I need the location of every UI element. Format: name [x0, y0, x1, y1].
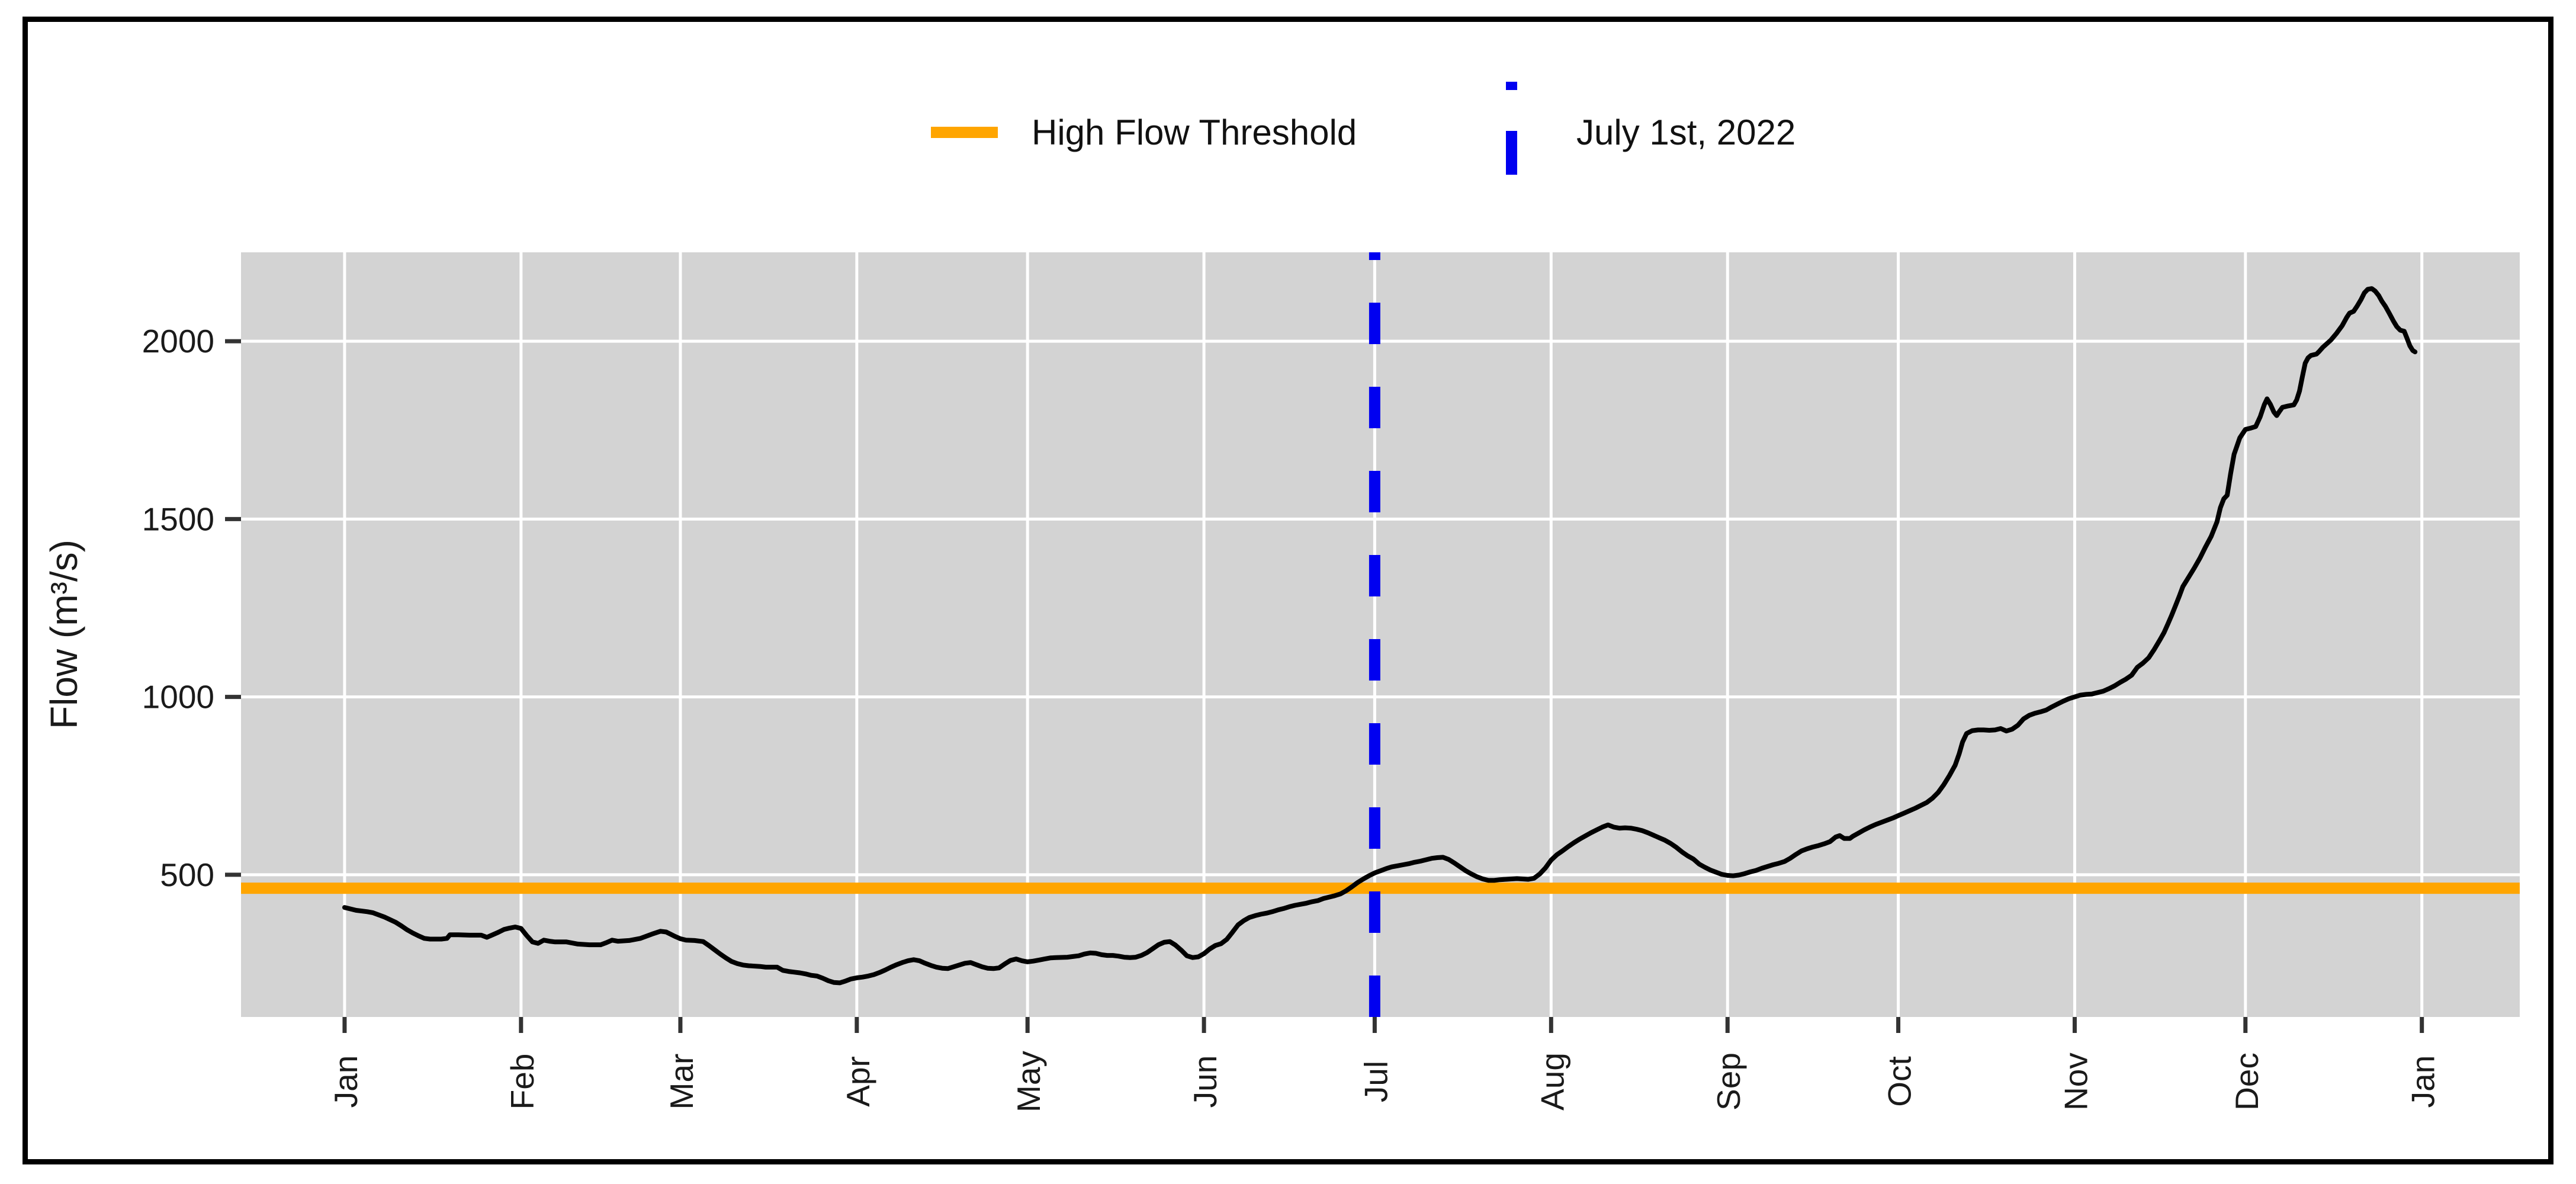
- x-axis-tick-labels: Jan Feb Mar Apr May Jun Jul Aug Sep Oct Nov Dec Jan: [327, 1051, 2442, 1112]
- threshold-legend-label: High Flow Threshold: [1032, 113, 1357, 152]
- y-axis-title: Flow (m³/s): [43, 540, 85, 729]
- y-tick-label: 500: [160, 856, 214, 893]
- y-axis-tick-labels: 500 1000 1500 2000: [142, 323, 214, 893]
- x-tick-label: Jun: [1187, 1055, 1223, 1108]
- vline-legend-key-dash: [1506, 131, 1517, 175]
- axis-ticks: [225, 339, 2424, 1033]
- x-tick-label: Dec: [2228, 1053, 2265, 1111]
- y-tick-label: 1500: [142, 500, 214, 537]
- y-tick-label: 1000: [142, 679, 214, 715]
- y-tick-label: 2000: [142, 323, 214, 360]
- x-tick-label: Sep: [1710, 1053, 1747, 1111]
- threshold-legend-key: [931, 127, 998, 138]
- x-tick-label: Jul: [1357, 1061, 1394, 1102]
- x-tick-label: Nov: [2057, 1053, 2094, 1111]
- x-tick-label: May: [1010, 1051, 1047, 1112]
- x-tick-label: Aug: [1534, 1053, 1570, 1111]
- x-tick-label: Jan: [2405, 1055, 2442, 1108]
- vline-legend-label: July 1st, 2022: [1576, 113, 1796, 152]
- x-tick-label: Jan: [327, 1055, 364, 1108]
- x-tick-label: Oct: [1881, 1056, 1918, 1107]
- vline-legend-key-dash: [1506, 82, 1517, 90]
- flow-series-line: [342, 286, 2418, 986]
- figure-border: [23, 17, 2553, 1164]
- x-tick-label: Feb: [504, 1054, 541, 1110]
- x-tick-label: Mar: [663, 1054, 700, 1110]
- x-tick-label: Apr: [840, 1056, 876, 1107]
